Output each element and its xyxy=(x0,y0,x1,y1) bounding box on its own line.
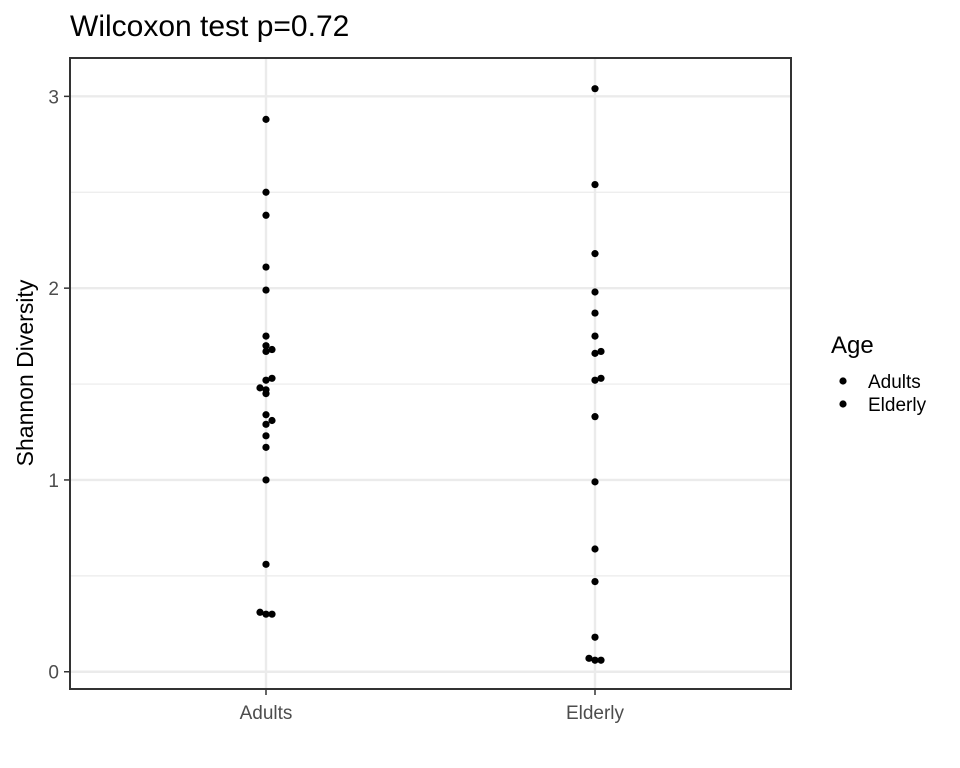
data-point xyxy=(591,332,599,340)
data-point xyxy=(262,342,270,350)
data-point xyxy=(591,413,599,421)
data-point xyxy=(591,85,599,93)
data-point xyxy=(262,420,270,428)
data-point xyxy=(262,610,270,618)
data-point xyxy=(591,545,599,553)
data-point xyxy=(597,374,605,382)
legend-key xyxy=(839,400,847,408)
data-point xyxy=(262,390,270,398)
data-point xyxy=(262,286,270,294)
legend-title: Age xyxy=(831,332,874,359)
data-point xyxy=(262,476,270,484)
y-axis: 0 1 2 3 xyxy=(48,87,70,684)
plot-panel xyxy=(69,57,792,690)
data-point xyxy=(591,180,599,189)
data-point xyxy=(268,416,276,425)
grid-minor xyxy=(70,191,791,577)
y-tick-label: 2 xyxy=(48,279,59,300)
x-tick-label: Adults xyxy=(240,703,293,724)
data-point xyxy=(262,188,270,196)
y-tick-label: 0 xyxy=(48,663,59,684)
data-point xyxy=(585,654,593,662)
y-tick-label: 3 xyxy=(48,87,59,108)
data-point xyxy=(591,376,599,384)
panel-background xyxy=(70,58,791,689)
y-tick-label: 1 xyxy=(48,471,59,492)
data-point xyxy=(262,115,270,123)
x-tick-label: Elderly xyxy=(566,703,625,724)
data-point xyxy=(256,608,264,616)
data-point xyxy=(268,345,276,354)
data-point xyxy=(262,432,270,440)
data-point xyxy=(262,443,270,451)
data-point xyxy=(262,347,270,356)
data-point xyxy=(591,478,599,486)
data-point xyxy=(262,376,270,384)
data-point xyxy=(268,374,276,382)
data-point xyxy=(597,347,605,356)
data-point xyxy=(591,288,599,296)
x-axis: Adults Elderly xyxy=(240,689,625,724)
data-point xyxy=(256,384,264,392)
data-point xyxy=(262,263,270,271)
panel-border xyxy=(69,57,792,690)
data-point xyxy=(262,411,270,419)
data-point xyxy=(591,656,599,664)
data-point xyxy=(268,610,276,618)
legend-key xyxy=(839,377,847,385)
data-point xyxy=(591,349,599,357)
data-point xyxy=(591,250,599,258)
data-point xyxy=(597,656,605,664)
y-axis-title: Shannon Diversity xyxy=(12,279,38,466)
chart-title: Wilcoxon test p=0.72 xyxy=(70,10,349,43)
data-point xyxy=(262,560,270,568)
data-point xyxy=(591,633,599,641)
legend-label: Elderly xyxy=(868,395,927,416)
data-point xyxy=(262,332,270,340)
legend-label: Adults xyxy=(868,372,921,393)
data-point xyxy=(262,211,270,219)
data-point xyxy=(591,309,599,317)
data-point xyxy=(591,577,599,586)
data-points xyxy=(256,85,605,664)
